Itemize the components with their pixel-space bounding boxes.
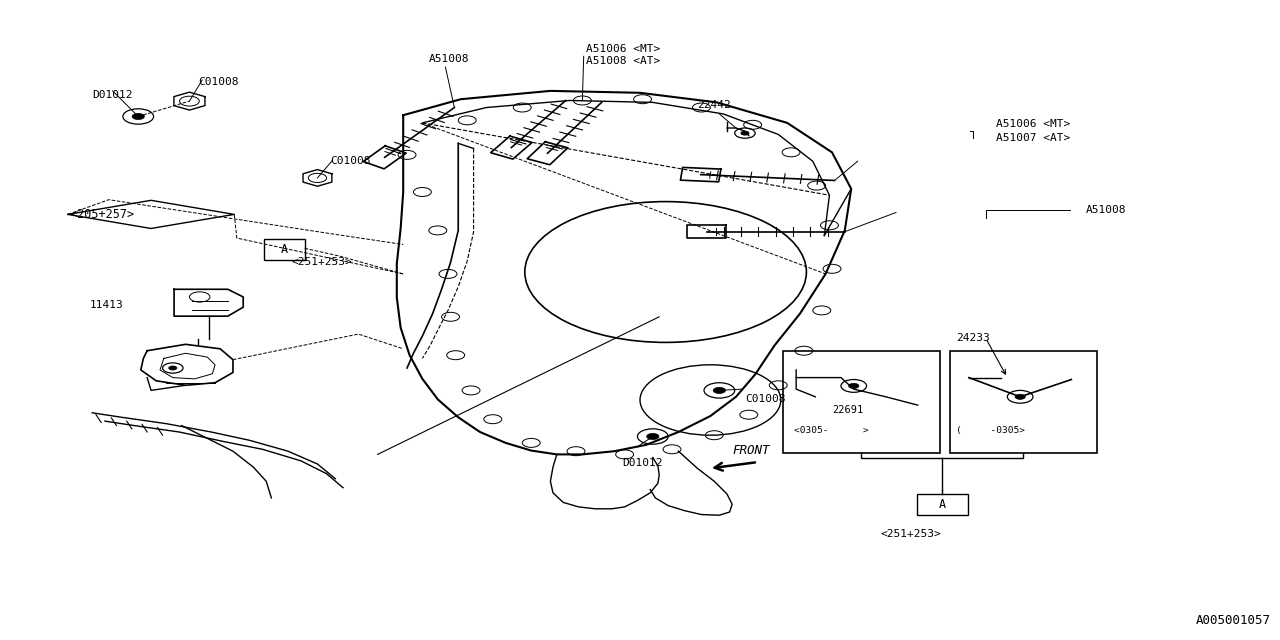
Text: FRONT: FRONT: [732, 444, 769, 457]
Text: 24233: 24233: [956, 333, 989, 343]
Text: <251+253>: <251+253>: [292, 257, 352, 268]
Circle shape: [849, 383, 859, 388]
Text: D01012: D01012: [622, 458, 663, 468]
Circle shape: [132, 113, 145, 120]
Text: A: A: [938, 498, 946, 511]
Text: A51006 <MT>: A51006 <MT>: [996, 119, 1070, 129]
Circle shape: [713, 387, 726, 394]
Circle shape: [741, 131, 749, 135]
Text: (     -0305>: ( -0305>: [956, 426, 1025, 435]
Text: 11413: 11413: [90, 300, 123, 310]
Text: <0305-      >: <0305- >: [794, 426, 868, 435]
Text: C01008: C01008: [330, 156, 371, 166]
Circle shape: [1015, 394, 1025, 399]
Text: C01008: C01008: [198, 77, 239, 87]
Text: A005001057: A005001057: [1196, 614, 1271, 627]
Text: A51008 <AT>: A51008 <AT>: [586, 56, 660, 66]
Text: <205+257>: <205+257>: [70, 208, 134, 221]
Bar: [783, 351, 940, 453]
Bar: [950, 351, 1097, 453]
Circle shape: [169, 366, 177, 370]
Text: C01008: C01008: [745, 394, 786, 404]
Text: 22442: 22442: [698, 100, 731, 110]
Text: 22691: 22691: [832, 405, 863, 415]
Bar: [264, 239, 305, 260]
Text: A51007 <AT>: A51007 <AT>: [996, 133, 1070, 143]
Text: A: A: [280, 243, 288, 256]
Text: A51008: A51008: [429, 54, 470, 64]
Text: <251+253>: <251+253>: [881, 529, 942, 539]
Text: D01012: D01012: [92, 90, 133, 100]
Text: A51006 <MT>: A51006 <MT>: [586, 44, 660, 54]
Circle shape: [646, 433, 659, 440]
Bar: [916, 494, 968, 515]
Text: A51008: A51008: [1085, 205, 1126, 215]
